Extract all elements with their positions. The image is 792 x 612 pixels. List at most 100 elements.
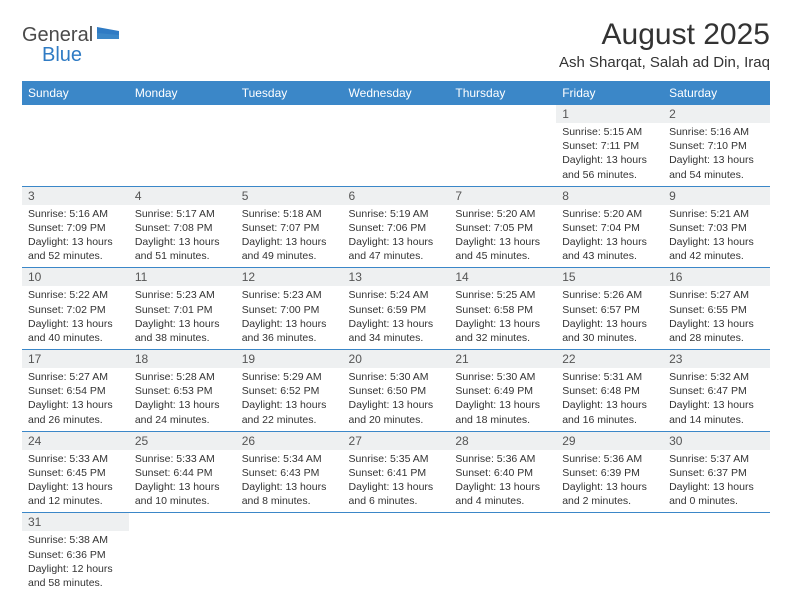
sunset-line: Sunset: 7:01 PM — [135, 303, 230, 317]
day-details: Sunrise: 5:32 AMSunset: 6:47 PMDaylight:… — [663, 368, 770, 431]
calendar-day: 9Sunrise: 5:21 AMSunset: 7:03 PMDaylight… — [663, 186, 770, 268]
calendar-day: 20Sunrise: 5:30 AMSunset: 6:50 PMDayligh… — [343, 350, 450, 432]
day-number: 3 — [22, 187, 129, 205]
day-number: 15 — [556, 268, 663, 286]
sunset-line: Sunset: 6:39 PM — [562, 466, 657, 480]
calendar-day: 11Sunrise: 5:23 AMSunset: 7:01 PMDayligh… — [129, 268, 236, 350]
sunset-line: Sunset: 7:03 PM — [669, 221, 764, 235]
title-block: August 2025 Ash Sharqat, Salah ad Din, I… — [559, 18, 770, 71]
day-details: Sunrise: 5:24 AMSunset: 6:59 PMDaylight:… — [343, 286, 450, 349]
sunrise-line: Sunrise: 5:31 AM — [562, 370, 657, 384]
daylight-line: Daylight: 13 hours and 49 minutes. — [242, 235, 337, 263]
daylight-line: Daylight: 13 hours and 2 minutes. — [562, 480, 657, 508]
day-number: 30 — [663, 432, 770, 450]
day-number: 10 — [22, 268, 129, 286]
calendar-day: 23Sunrise: 5:32 AMSunset: 6:47 PMDayligh… — [663, 350, 770, 432]
logo: General — [22, 18, 121, 47]
sunrise-line: Sunrise: 5:20 AM — [455, 207, 550, 221]
calendar-day: 21Sunrise: 5:30 AMSunset: 6:49 PMDayligh… — [449, 350, 556, 432]
day-details: Sunrise: 5:27 AMSunset: 6:55 PMDaylight:… — [663, 286, 770, 349]
daylight-line: Daylight: 13 hours and 0 minutes. — [669, 480, 764, 508]
day-number: 21 — [449, 350, 556, 368]
day-details: Sunrise: 5:23 AMSunset: 7:00 PMDaylight:… — [236, 286, 343, 349]
day-number: 20 — [343, 350, 450, 368]
sunset-line: Sunset: 6:47 PM — [669, 384, 764, 398]
calendar-day: 19Sunrise: 5:29 AMSunset: 6:52 PMDayligh… — [236, 350, 343, 432]
day-details: Sunrise: 5:36 AMSunset: 6:40 PMDaylight:… — [449, 450, 556, 513]
daylight-line: Daylight: 13 hours and 18 minutes. — [455, 398, 550, 426]
logo-text-blue-wrap: Blue — [42, 44, 82, 67]
daylight-line: Daylight: 13 hours and 20 minutes. — [349, 398, 444, 426]
sunrise-line: Sunrise: 5:22 AM — [28, 288, 123, 302]
calendar-week: 3Sunrise: 5:16 AMSunset: 7:09 PMDaylight… — [22, 186, 770, 268]
calendar-empty — [556, 513, 663, 594]
day-number: 1 — [556, 105, 663, 123]
day-details: Sunrise: 5:19 AMSunset: 7:06 PMDaylight:… — [343, 205, 450, 268]
daylight-line: Daylight: 13 hours and 28 minutes. — [669, 317, 764, 345]
daylight-line: Daylight: 13 hours and 4 minutes. — [455, 480, 550, 508]
sunset-line: Sunset: 7:04 PM — [562, 221, 657, 235]
calendar-empty — [22, 105, 129, 186]
sunrise-line: Sunrise: 5:37 AM — [669, 452, 764, 466]
calendar-day: 30Sunrise: 5:37 AMSunset: 6:37 PMDayligh… — [663, 431, 770, 513]
day-number: 16 — [663, 268, 770, 286]
sunset-line: Sunset: 7:00 PM — [242, 303, 337, 317]
day-details: Sunrise: 5:25 AMSunset: 6:58 PMDaylight:… — [449, 286, 556, 349]
day-number: 18 — [129, 350, 236, 368]
daylight-line: Daylight: 13 hours and 54 minutes. — [669, 153, 764, 181]
sunrise-line: Sunrise: 5:18 AM — [242, 207, 337, 221]
sunset-line: Sunset: 7:07 PM — [242, 221, 337, 235]
daylight-line: Daylight: 13 hours and 10 minutes. — [135, 480, 230, 508]
day-header: Thursday — [449, 81, 556, 105]
sunrise-line: Sunrise: 5:36 AM — [455, 452, 550, 466]
sunset-line: Sunset: 6:58 PM — [455, 303, 550, 317]
day-header: Friday — [556, 81, 663, 105]
sunrise-line: Sunrise: 5:27 AM — [28, 370, 123, 384]
calendar-day: 26Sunrise: 5:34 AMSunset: 6:43 PMDayligh… — [236, 431, 343, 513]
day-number: 6 — [343, 187, 450, 205]
daylight-line: Daylight: 13 hours and 6 minutes. — [349, 480, 444, 508]
day-number: 23 — [663, 350, 770, 368]
day-details: Sunrise: 5:31 AMSunset: 6:48 PMDaylight:… — [556, 368, 663, 431]
calendar-week: 31Sunrise: 5:38 AMSunset: 6:36 PMDayligh… — [22, 513, 770, 594]
calendar-day: 16Sunrise: 5:27 AMSunset: 6:55 PMDayligh… — [663, 268, 770, 350]
daylight-line: Daylight: 13 hours and 40 minutes. — [28, 317, 123, 345]
daylight-line: Daylight: 13 hours and 26 minutes. — [28, 398, 123, 426]
calendar-day: 3Sunrise: 5:16 AMSunset: 7:09 PMDaylight… — [22, 186, 129, 268]
sunset-line: Sunset: 7:02 PM — [28, 303, 123, 317]
calendar-day: 6Sunrise: 5:19 AMSunset: 7:06 PMDaylight… — [343, 186, 450, 268]
calendar-week: 17Sunrise: 5:27 AMSunset: 6:54 PMDayligh… — [22, 350, 770, 432]
sunrise-line: Sunrise: 5:27 AM — [669, 288, 764, 302]
calendar-empty — [449, 105, 556, 186]
calendar-empty — [449, 513, 556, 594]
sunrise-line: Sunrise: 5:34 AM — [242, 452, 337, 466]
sunset-line: Sunset: 6:49 PM — [455, 384, 550, 398]
day-details: Sunrise: 5:20 AMSunset: 7:04 PMDaylight:… — [556, 205, 663, 268]
sunrise-line: Sunrise: 5:30 AM — [349, 370, 444, 384]
day-number: 31 — [22, 513, 129, 531]
day-number: 13 — [343, 268, 450, 286]
calendar-day: 5Sunrise: 5:18 AMSunset: 7:07 PMDaylight… — [236, 186, 343, 268]
sunrise-line: Sunrise: 5:19 AM — [349, 207, 444, 221]
day-details: Sunrise: 5:17 AMSunset: 7:08 PMDaylight:… — [129, 205, 236, 268]
calendar-empty — [663, 513, 770, 594]
sunrise-line: Sunrise: 5:33 AM — [28, 452, 123, 466]
sunrise-line: Sunrise: 5:21 AM — [669, 207, 764, 221]
calendar-day: 14Sunrise: 5:25 AMSunset: 6:58 PMDayligh… — [449, 268, 556, 350]
sunset-line: Sunset: 7:08 PM — [135, 221, 230, 235]
calendar-empty — [343, 513, 450, 594]
daylight-line: Daylight: 13 hours and 56 minutes. — [562, 153, 657, 181]
day-details: Sunrise: 5:35 AMSunset: 6:41 PMDaylight:… — [343, 450, 450, 513]
day-details: Sunrise: 5:34 AMSunset: 6:43 PMDaylight:… — [236, 450, 343, 513]
sunrise-line: Sunrise: 5:26 AM — [562, 288, 657, 302]
sunrise-line: Sunrise: 5:16 AM — [28, 207, 123, 221]
daylight-line: Daylight: 13 hours and 32 minutes. — [455, 317, 550, 345]
calendar-empty — [129, 105, 236, 186]
sunrise-line: Sunrise: 5:28 AM — [135, 370, 230, 384]
header: General August 2025 Ash Sharqat, Salah a… — [22, 18, 770, 71]
calendar-day: 15Sunrise: 5:26 AMSunset: 6:57 PMDayligh… — [556, 268, 663, 350]
flag-icon — [97, 25, 119, 46]
daylight-line: Daylight: 13 hours and 36 minutes. — [242, 317, 337, 345]
calendar-empty — [343, 105, 450, 186]
calendar-day: 18Sunrise: 5:28 AMSunset: 6:53 PMDayligh… — [129, 350, 236, 432]
